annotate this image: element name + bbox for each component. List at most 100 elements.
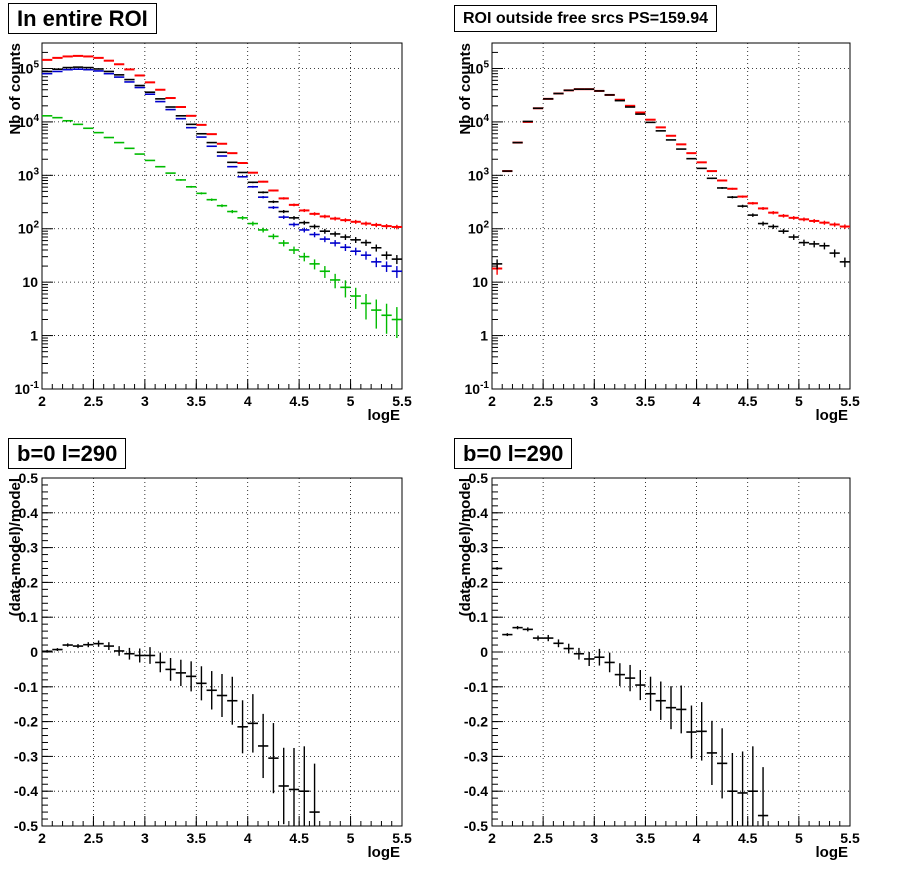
y-tick-label: 0.2: [19, 574, 39, 590]
data-point: [788, 234, 799, 240]
data-point: [288, 747, 300, 826]
data-point: [360, 221, 372, 226]
data-point: [330, 273, 341, 289]
y-tick-label: 103: [18, 166, 40, 183]
x-tick-label: 4.5: [289, 830, 309, 846]
data-point: [696, 702, 707, 761]
data-point: [819, 220, 830, 225]
x-tick-label: 2: [488, 393, 496, 409]
data-point: [309, 224, 320, 229]
data-point: [717, 179, 728, 182]
y-tick-label: -0.3: [464, 748, 488, 764]
x-axis-label: logE: [816, 844, 849, 861]
data-point: [340, 234, 351, 240]
y-tick-label: 10: [472, 274, 488, 290]
data-point: [268, 233, 279, 240]
data-point: [237, 216, 248, 220]
data-point: [350, 237, 361, 243]
y-tick-label: 1: [30, 328, 38, 344]
data-point: [299, 227, 310, 233]
data-point: [360, 294, 372, 320]
data-point: [258, 191, 269, 194]
data-series-1: [42, 54, 402, 230]
x-tick-label: 2.5: [533, 393, 553, 409]
data-point: [381, 251, 392, 260]
data-point: [278, 215, 289, 220]
data-point: [288, 222, 300, 227]
data-point: [543, 634, 554, 642]
x-tick-label: 5.5: [392, 393, 412, 409]
data-point: [747, 213, 758, 217]
data-point: [268, 200, 279, 204]
data-point: [83, 642, 94, 648]
data-series-1: [42, 640, 320, 826]
data-point: [686, 705, 697, 759]
data-series-1: [492, 567, 769, 826]
y-tick-label: 0: [30, 644, 38, 660]
data-point: [268, 723, 279, 794]
data-point: [319, 266, 330, 278]
data-point: [258, 196, 269, 199]
data-point: [360, 239, 372, 246]
y-tick-label: 103: [468, 166, 490, 183]
data-series-3: [42, 68, 402, 278]
y-tick-label: -0.2: [14, 714, 38, 730]
x-tick-label: 5.5: [392, 830, 412, 846]
data-point: [371, 222, 382, 228]
data-point: [330, 216, 341, 221]
data-point: [350, 219, 361, 224]
data-point: [737, 204, 748, 208]
data-point: [196, 192, 207, 195]
data-point: [268, 206, 279, 210]
x-tick-label: 3.5: [187, 830, 207, 846]
data-point: [757, 767, 769, 826]
data-point: [124, 647, 135, 660]
panel-3: 2 2.5 3 3.5 4 4.5 5 5.5 -0.5 -0.4 -0.3 -0.2 -0.1 0 0.1…: [7, 470, 412, 861]
data-point: [288, 246, 300, 254]
data-point: [768, 224, 779, 229]
x-tick-label: 4: [244, 830, 252, 846]
x-tick-label: 3: [141, 830, 149, 846]
panel-title-3: b=0 l=290: [8, 438, 127, 469]
data-point: [778, 228, 789, 234]
y-tick-label: 0.1: [19, 609, 39, 625]
x-tick-label: 4: [693, 393, 701, 409]
y-tick-label: 0.2: [469, 574, 489, 590]
plot-frame: [491, 42, 851, 390]
data-point: [768, 211, 779, 215]
data-point: [206, 671, 217, 710]
data-point: [247, 181, 258, 184]
data-point: [676, 685, 687, 734]
data-point: [155, 652, 166, 673]
x-tick-label: 3.5: [636, 830, 656, 846]
data-point: [809, 219, 820, 223]
data-point: [247, 221, 258, 226]
x-tick-label: 5: [795, 830, 803, 846]
data-point: [747, 201, 758, 205]
y-tick-label: -0.2: [464, 714, 488, 730]
y-tick-label: 0.5: [469, 470, 489, 486]
data-point: [624, 664, 636, 692]
y-tick-label: 0.4: [19, 505, 39, 521]
data-point: [175, 179, 186, 181]
data-point: [258, 227, 269, 233]
data-point: [227, 676, 238, 725]
y-tick-label: 0.3: [19, 540, 39, 556]
y-tick-label: 10-1: [15, 380, 40, 397]
y-tick-label: 104: [468, 113, 490, 130]
data-point: [309, 763, 320, 826]
y-tick-label: 0.4: [469, 505, 489, 521]
x-tick-label: 3: [590, 830, 598, 846]
x-tick-label: 3.5: [636, 393, 656, 409]
data-point: [563, 643, 574, 654]
data-point: [299, 746, 310, 826]
data-point: [309, 212, 320, 216]
data-point: [278, 209, 289, 214]
x-tick-label: 3.5: [187, 393, 207, 409]
data-point: [584, 651, 595, 666]
panel-title-2: ROI outside free srcs PS=159.94: [454, 5, 718, 32]
data-point: [655, 681, 666, 720]
data-point: [216, 673, 228, 718]
data-point: [798, 239, 810, 246]
data-point: [727, 752, 738, 826]
